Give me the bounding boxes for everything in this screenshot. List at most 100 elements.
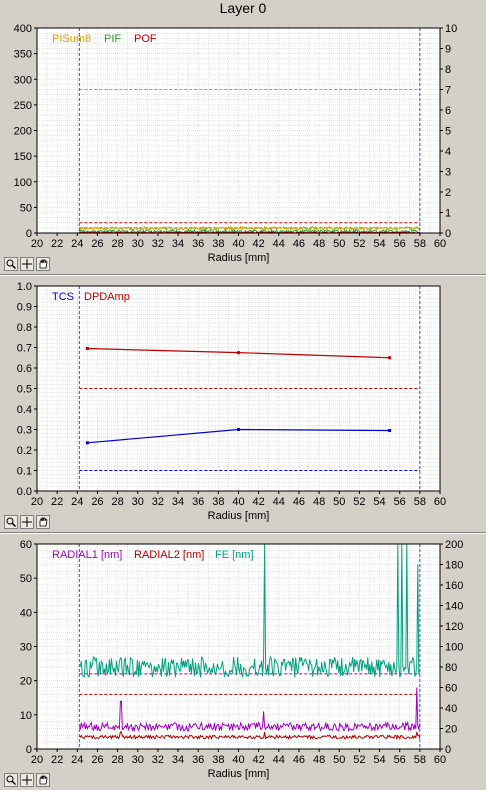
- chart-panel-radial: 20 22 24 26 28 30 32 34 36 38 40 42 44 46 48 50 52 54 56 58…: [20, 539, 464, 780]
- y-tick-label: 50: [20, 202, 32, 214]
- x-tick-label: 38: [212, 754, 224, 766]
- x-tick-label: 40: [232, 754, 244, 766]
- x-tick-label: 50: [333, 238, 345, 250]
- legend-entry: PIF: [104, 33, 121, 45]
- crosshair-button[interactable]: [20, 257, 34, 271]
- window-title: Layer 0: [219, 0, 267, 16]
- x-tick-label: 56: [394, 496, 406, 508]
- x-tick-label: 38: [212, 496, 224, 508]
- x-tick-label: 30: [132, 754, 144, 766]
- pan-button[interactable]: [36, 515, 50, 529]
- y-tick-label: 60: [20, 539, 32, 551]
- y-tick-label: 0.0: [17, 486, 32, 498]
- x-axis-label: Radius [mm]: [208, 252, 270, 264]
- y-tick-label: 0.5: [17, 384, 32, 396]
- legend-entry: RADIAL2 [nm]: [134, 549, 204, 561]
- x-tick-label: 26: [91, 238, 103, 250]
- x-tick-label: 20: [31, 754, 43, 766]
- x-tick-label: 60: [434, 496, 446, 508]
- panel-divider: [0, 274, 486, 276]
- y-tick-label: 0.4: [17, 404, 32, 416]
- x-tick-label: 44: [273, 238, 285, 250]
- y2-tick-label: 9: [445, 44, 451, 56]
- x-tick-label: 20: [31, 496, 43, 508]
- x-tick-label: 34: [172, 238, 184, 250]
- x-tick-label: 46: [293, 238, 305, 250]
- y-tick-label: 250: [14, 100, 32, 112]
- zoom-button[interactable]: [4, 515, 18, 529]
- x-tick-label: 28: [111, 238, 123, 250]
- x-tick-label: 42: [253, 238, 265, 250]
- y-tick-label: 0.9: [17, 302, 32, 314]
- x-tick-label: 32: [152, 238, 164, 250]
- chart-toolbar: [4, 515, 50, 529]
- y2-tick-label: 60: [445, 683, 457, 695]
- crosshair-icon: [22, 775, 32, 785]
- x-tick-label: 40: [232, 496, 244, 508]
- y2-tick-label: 2: [445, 187, 451, 199]
- y2-tick-label: 7: [445, 85, 451, 97]
- y-tick-label: 350: [14, 49, 32, 61]
- data-point: [388, 429, 392, 433]
- y-tick-label: 200: [14, 126, 32, 138]
- y2-tick-label: 3: [445, 167, 451, 179]
- legend-entry: RADIAL1 [nm]: [52, 549, 122, 561]
- x-tick-label: 58: [414, 238, 426, 250]
- y-tick-label: 0.8: [17, 322, 32, 334]
- y-tick-label: 400: [14, 23, 32, 35]
- y-tick-label: 40: [20, 607, 32, 619]
- x-tick-label: 54: [373, 496, 385, 508]
- y-tick-label: 0.7: [17, 343, 32, 355]
- crosshair-button[interactable]: [20, 515, 34, 529]
- x-tick-label: 58: [414, 754, 426, 766]
- pan-button[interactable]: [36, 773, 50, 787]
- data-point: [237, 351, 240, 355]
- y2-tick-label: 10: [445, 23, 457, 35]
- x-tick-label: 36: [192, 754, 204, 766]
- y2-tick-label: 1: [445, 208, 451, 220]
- y-tick-label: 10: [20, 710, 32, 722]
- x-tick-label: 28: [111, 496, 123, 508]
- y2-tick-label: 180: [445, 560, 463, 572]
- hand-pan-icon: [39, 775, 48, 785]
- zoom-icon: [6, 775, 16, 785]
- data-point: [388, 356, 392, 360]
- y2-tick-label: 8: [445, 64, 451, 76]
- x-tick-label: 48: [313, 496, 325, 508]
- zoom-button[interactable]: [4, 773, 18, 787]
- zoom-icon: [6, 517, 16, 527]
- x-tick-label: 22: [51, 496, 63, 508]
- hand-pan-icon: [39, 517, 48, 527]
- series-line: [78, 225, 421, 232]
- x-tick-label: 24: [71, 496, 83, 508]
- legend-entry: TCS: [52, 291, 74, 303]
- legend-entry: FE [nm]: [215, 549, 254, 561]
- x-tick-label: 48: [313, 238, 325, 250]
- crosshair-button[interactable]: [20, 773, 34, 787]
- x-axis-label: Radius [mm]: [208, 510, 270, 522]
- x-tick-label: 24: [71, 238, 83, 250]
- x-tick-label: 30: [132, 238, 144, 250]
- y2-tick-label: 4: [445, 146, 451, 158]
- y-tick-label: 150: [14, 151, 32, 163]
- x-tick-label: 46: [293, 754, 305, 766]
- y-tick-label: 100: [14, 177, 32, 189]
- pan-button[interactable]: [36, 257, 50, 271]
- data-point: [237, 428, 240, 431]
- y-tick-label: 1.0: [17, 281, 32, 293]
- y2-tick-label: 120: [445, 621, 463, 633]
- x-tick-label: 54: [373, 238, 385, 250]
- y2-tick-label: 5: [445, 126, 451, 138]
- x-tick-label: 48: [313, 754, 325, 766]
- chart-toolbar: [4, 773, 50, 787]
- x-tick-label: 22: [51, 754, 63, 766]
- x-tick-label: 36: [192, 238, 204, 250]
- x-tick-label: 34: [172, 754, 184, 766]
- plot-frame: [36, 27, 441, 234]
- x-tick-label: 60: [434, 754, 446, 766]
- crosshair-icon: [22, 259, 32, 269]
- x-tick-label: 56: [394, 754, 406, 766]
- series-line: [78, 687, 421, 733]
- zoom-button[interactable]: [4, 257, 18, 271]
- x-tick-label: 46: [293, 496, 305, 508]
